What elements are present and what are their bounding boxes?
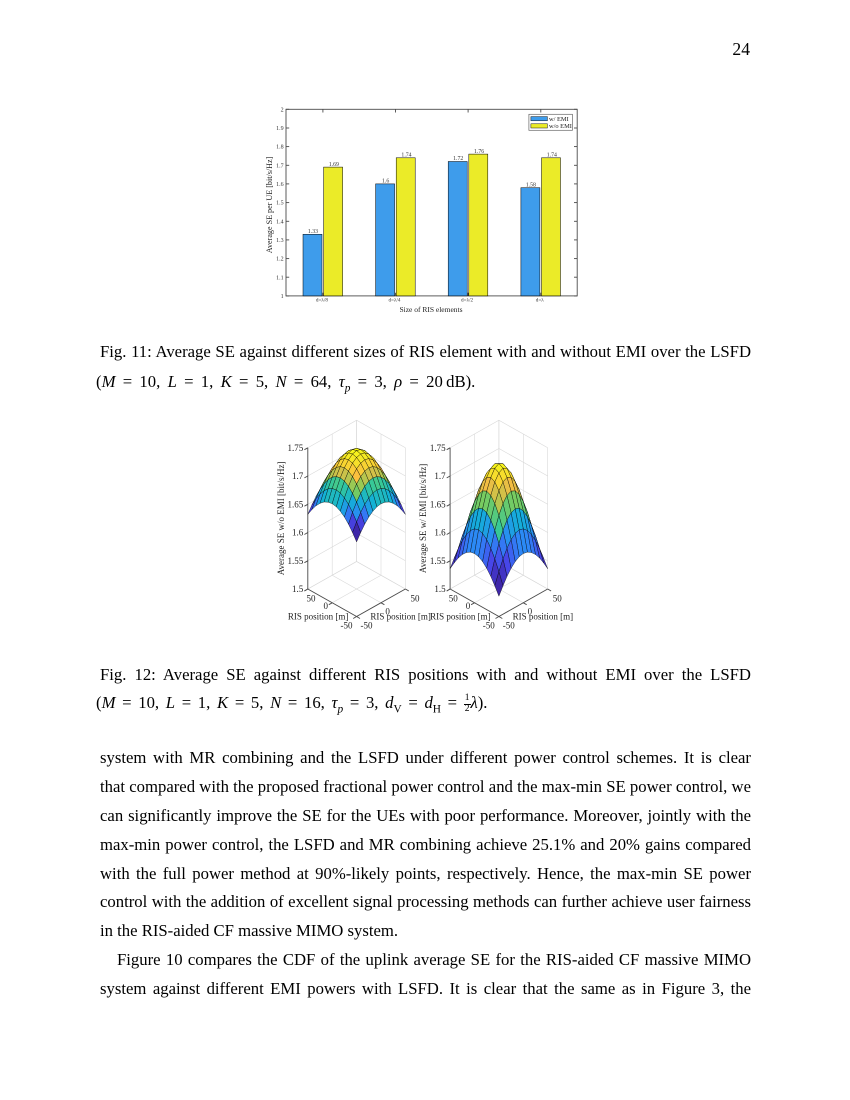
svg-text:-50: -50 [483,621,495,631]
svg-text:RIS position [m]: RIS position [m] [370,612,431,622]
svg-text:50: 50 [449,594,459,604]
svg-text:1.2: 1.2 [276,257,284,263]
svg-text:1.3: 1.3 [276,238,284,244]
svg-text:1.69: 1.69 [329,162,339,168]
svg-text:1.55: 1.55 [288,556,304,566]
svg-text:1.5: 1.5 [292,584,304,594]
svg-text:1.6: 1.6 [382,179,389,185]
svg-text:1.65: 1.65 [288,499,304,509]
svg-text:d=λ/8: d=λ/8 [316,298,328,304]
svg-text:0: 0 [528,607,533,617]
svg-text:1.6: 1.6 [276,182,284,188]
svg-text:d=λ/2: d=λ/2 [461,298,473,304]
svg-text:Average SE w/o EMI [bit/s/Hz]: Average SE w/o EMI [bit/s/Hz] [276,461,286,575]
svg-text:1.8: 1.8 [276,145,284,151]
svg-text:1.72: 1.72 [453,156,463,162]
svg-text:-50: -50 [341,621,353,631]
svg-text:Size of RIS elements: Size of RIS elements [399,305,462,314]
svg-text:-50: -50 [503,621,515,631]
svg-text:w/ EMI: w/ EMI [549,116,569,123]
svg-text:1.7: 1.7 [292,471,304,481]
svg-text:1.55: 1.55 [430,556,446,566]
svg-text:1.74: 1.74 [401,153,411,159]
svg-text:1.75: 1.75 [288,443,304,453]
svg-text:RIS position [m]: RIS position [m] [513,612,574,622]
svg-text:-50: -50 [361,621,373,631]
svg-text:d=λ/4: d=λ/4 [388,298,400,304]
svg-text:1.7: 1.7 [276,163,284,169]
svg-text:1.65: 1.65 [430,499,446,509]
svg-text:50: 50 [307,594,317,604]
svg-text:50: 50 [553,594,563,604]
svg-text:1: 1 [281,294,284,300]
svg-text:Average SE w/ EMI [bit/s/Hz]: Average SE w/ EMI [bit/s/Hz] [418,464,428,573]
svg-text:1.4: 1.4 [276,219,284,225]
svg-text:1.5: 1.5 [276,201,284,207]
svg-text:d=λ: d=λ [536,298,545,304]
svg-text:1.6: 1.6 [292,528,304,538]
svg-text:1.74: 1.74 [547,153,557,159]
svg-text:50: 50 [411,594,421,604]
svg-text:1.58: 1.58 [526,182,536,188]
svg-text:2: 2 [281,107,284,113]
svg-text:1.6: 1.6 [434,528,446,538]
svg-text:1.5: 1.5 [434,584,446,594]
svg-text:RIS position [m]: RIS position [m] [288,612,349,622]
svg-text:RIS position [m]: RIS position [m] [430,612,491,622]
svg-text:1.33: 1.33 [308,229,318,235]
svg-text:0: 0 [323,601,328,611]
svg-text:1.76: 1.76 [474,149,484,155]
svg-text:Average SE per UE [bit/s/Hz]: Average SE per UE [bit/s/Hz] [265,156,274,253]
svg-text:1.1: 1.1 [276,275,284,281]
svg-text:w/o EMI: w/o EMI [549,123,572,130]
svg-text:1.75: 1.75 [430,443,446,453]
svg-text:0: 0 [466,601,471,611]
svg-text:1.9: 1.9 [276,126,284,132]
svg-text:0: 0 [385,607,390,617]
svg-text:1.7: 1.7 [434,471,446,481]
